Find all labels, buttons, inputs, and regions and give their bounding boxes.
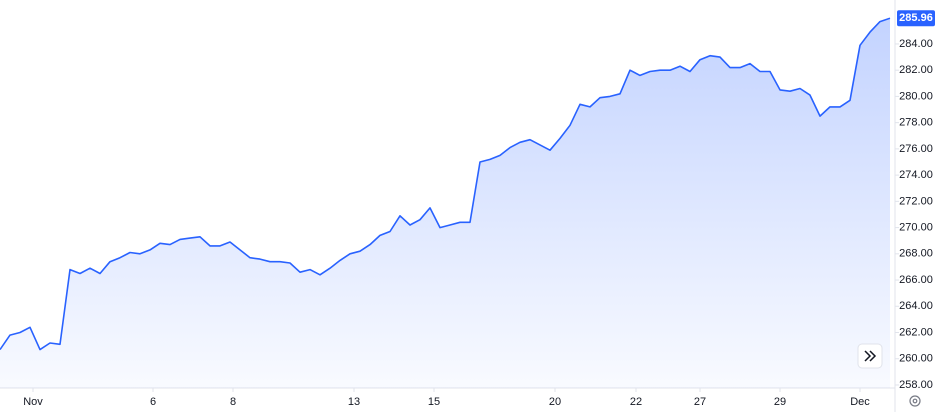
scroll-icon xyxy=(864,350,877,362)
y-tick-label: 280.00 xyxy=(899,90,933,102)
last-price-label: 285.96 xyxy=(899,12,933,24)
y-tick-label: 270.00 xyxy=(899,221,933,233)
x-tick-label: 13 xyxy=(348,396,360,408)
y-tick-label: 278.00 xyxy=(899,117,933,129)
y-tick-label: 268.00 xyxy=(899,248,933,260)
x-tick-label: 6 xyxy=(150,396,156,408)
y-tick-label: 276.00 xyxy=(899,143,933,155)
y-tick-label: 272.00 xyxy=(899,195,933,207)
x-tick-label: 27 xyxy=(694,396,706,408)
y-tick-label: 274.00 xyxy=(899,169,933,181)
y-tick-label: 262.00 xyxy=(899,326,933,338)
settings-button[interactable] xyxy=(909,395,921,407)
x-tick-label: Dec xyxy=(850,396,870,408)
x-tick-label: 8 xyxy=(230,396,236,408)
settings-icon[interactable] xyxy=(909,395,921,407)
scroll-button[interactable] xyxy=(857,343,883,369)
last-price-box xyxy=(897,10,935,27)
x-tick-label: 29 xyxy=(774,396,786,408)
x-tick-label: 15 xyxy=(428,396,440,408)
area-fill xyxy=(0,18,890,388)
price-line xyxy=(0,17,891,351)
y-tick-label: 266.00 xyxy=(899,274,933,286)
y-tick-label: 260.00 xyxy=(899,353,933,365)
x-tick-label: 20 xyxy=(549,396,561,408)
y-tick-label: 282.00 xyxy=(899,64,933,76)
y-tick-label: 264.00 xyxy=(899,300,933,312)
y-tick-label: 284.00 xyxy=(899,38,933,50)
settings-icon-center xyxy=(912,398,918,404)
y-tick-label: 258.00 xyxy=(899,379,933,391)
x-tick-label: Nov xyxy=(23,396,43,408)
x-tick-label: 22 xyxy=(630,396,642,408)
